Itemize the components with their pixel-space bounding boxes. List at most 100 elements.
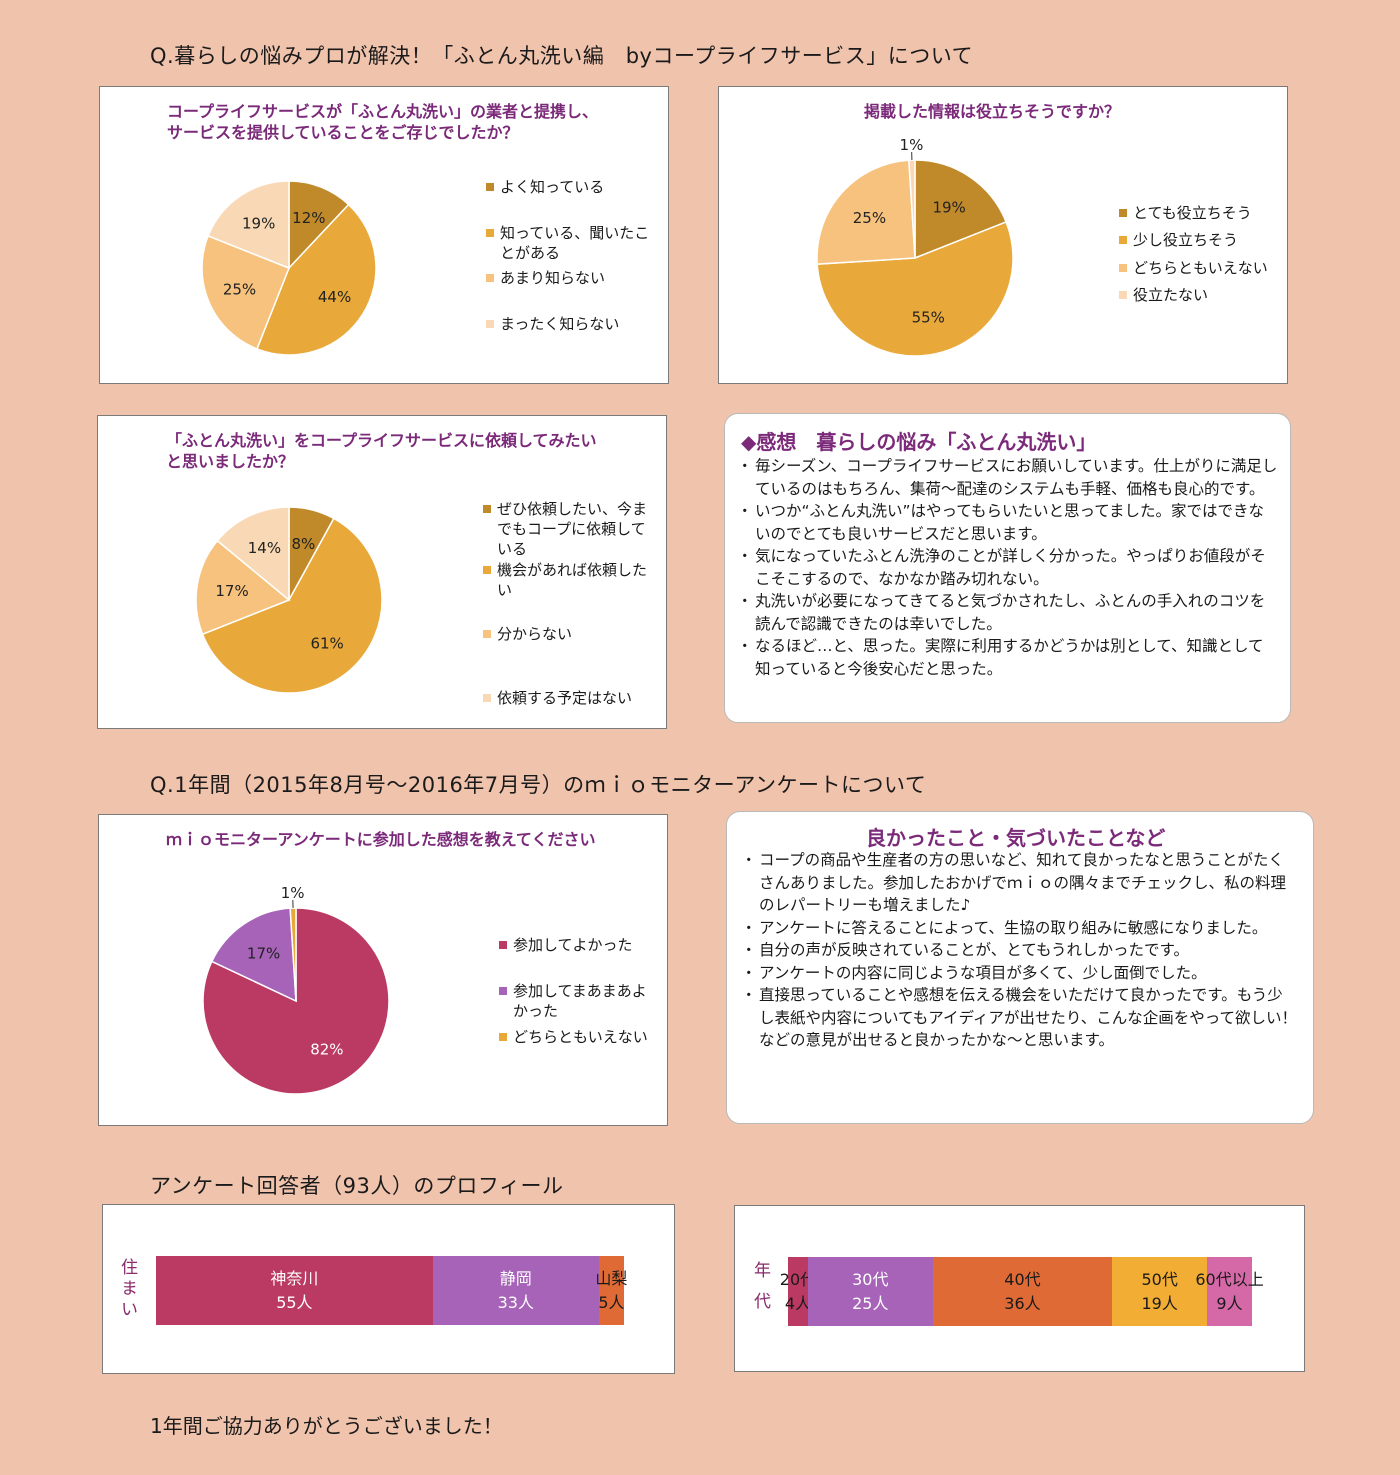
legend-label: 参加してよかった	[513, 936, 633, 954]
legend-label: 参加してまあまあよかった	[513, 982, 647, 1020]
bar-segment: 60代以上 9人	[1195, 1257, 1264, 1326]
legend-item: 参加してまあまあよかった	[499, 981, 659, 1021]
legend-swatch	[483, 694, 491, 702]
legend-swatch	[1119, 209, 1127, 217]
pie-data-label: 12%	[292, 209, 325, 227]
pie-data-label: 1%	[900, 136, 924, 154]
bar-value-label: 55人	[276, 1292, 313, 1312]
legend-item: どちらともいえない	[1119, 258, 1284, 278]
legend-label: とても役立ちそう	[1133, 204, 1252, 222]
pie-slice	[255, 203, 377, 356]
pie-title-intent: 「ふとん丸洗い」をコープライフサービスに依頼してみたいと思いましたか？	[166, 431, 597, 471]
legend-swatch	[1119, 264, 1127, 272]
comments-futon-list: 毎シーズン、コープライフサービスにお願いしています。仕上がりに満足しているのはも…	[737, 455, 1279, 680]
bar-segment: 山梨 5人	[595, 1256, 627, 1325]
comment-item: コープの商品や生産者の方の思いなど、知れて良かったなと思うことがたくさんありまし…	[741, 849, 1298, 917]
bar-value-label: 36人	[1004, 1293, 1041, 1313]
legend-swatch	[486, 320, 494, 328]
legend-item: あまり知らない	[486, 268, 661, 288]
comment-item: 自分の声が反映されていることが、とてもうれしかったです。	[741, 939, 1298, 962]
comment-item: アンケートの内容に同じような項目が多くて、少し面倒でした。	[741, 962, 1298, 985]
pie-data-label: 44%	[318, 288, 351, 306]
pie-slice	[207, 180, 290, 270]
bar-segment: 50代 19人	[1112, 1257, 1208, 1326]
legend-swatch	[486, 274, 494, 282]
pie-title-monitor: ｍｉｏモニターアンケートに参加した感想を教えてください	[166, 830, 596, 849]
legend-swatch	[486, 183, 494, 191]
legend-swatch	[499, 1033, 507, 1041]
pie-panel-usefulness: 掲載した情報は役立ちそうですか？ 19% 55% 25% 1% とても役立ちそう 少し役…	[718, 86, 1288, 384]
stacked-bar-residence: 神奈川 55人 静岡 33人 山梨 5人	[156, 1256, 627, 1325]
pie-slice	[210, 907, 297, 1003]
section-heading-monitor: Q.1年間（2015年8月号～2016年7月号）のｍｉｏモニターアンケートについ…	[150, 773, 927, 797]
legend-swatch	[499, 987, 507, 995]
legend-label: 機会があれば依頼したい	[497, 561, 648, 599]
legend-item: 参加してよかった	[499, 935, 659, 955]
legend-item: よく知っている	[486, 177, 661, 197]
pie-slice	[289, 907, 297, 1002]
pie-data-label: 17%	[215, 582, 248, 600]
legend-label: ぜひ依頼したい、今までもコープに依頼している	[497, 500, 648, 558]
bar-category-label: 神奈川	[270, 1268, 319, 1288]
pie-data-label: 82%	[310, 1041, 343, 1059]
comments-monitor-title: 良かったこと・気づいたことなど	[866, 826, 1166, 850]
comments-futon-title: ◆感想 暮らしの悩み「ふとん丸洗い」	[741, 430, 1097, 454]
legend-item: 依頼する予定はない	[483, 688, 658, 708]
comment-item: なるほど…と、思った。実際に利用するかどうかは別として、知識として知っていると今…	[737, 635, 1279, 680]
comments-monitor: 良かったこと・気づいたことなど コープの商品や生産者の方の思いなど、知れて良かっ…	[726, 811, 1314, 1124]
bar-segment: 神奈川 55人	[156, 1256, 433, 1325]
legend-item: とても役立ちそう	[1119, 203, 1284, 223]
pie-slice	[201, 517, 383, 694]
pie-slice	[914, 159, 1008, 260]
bar-value-label: 25人	[852, 1293, 889, 1313]
legend-swatch	[483, 630, 491, 638]
legend-label: 分からない	[497, 625, 573, 643]
pie-slice	[195, 539, 291, 636]
legend-label: 少し役立ちそう	[1133, 231, 1239, 249]
legend-swatch	[486, 229, 494, 237]
legend-label: 役立たない	[1133, 286, 1209, 304]
pie-chart-monitor: 82% 17% 1%	[202, 884, 390, 1095]
bar-axis-label-residence: 住まい	[117, 1258, 137, 1321]
pie-slice	[288, 180, 350, 270]
pie-data-label: 17%	[247, 944, 280, 962]
bar-value-label: 33人	[497, 1292, 534, 1312]
pie-slice	[816, 159, 916, 265]
legend-label: どちらともいえない	[513, 1028, 648, 1046]
pie-panel-intent: 「ふとん丸洗い」をコープライフサービスに依頼してみたいと思いましたか？ 8% 61…	[97, 415, 667, 729]
legend-swatch	[1119, 291, 1127, 299]
bar-panel-residence: 住まい 神奈川 55人 静岡 33人 山梨 5人	[102, 1204, 675, 1374]
pie-chart-awareness: 12% 44% 25% 19%	[201, 180, 377, 356]
bar-axis-label-age: 年代	[750, 1261, 770, 1323]
pie-data-label: 8%	[291, 535, 315, 553]
bar-segment: 30代 25人	[807, 1257, 933, 1326]
bar-value-label: 5人	[598, 1292, 625, 1312]
legend-item: まったく知らない	[486, 314, 661, 334]
pie-data-label: 14%	[248, 539, 281, 557]
comment-item: 丸洗いが必要になってきてると気づかされたし、ふとんの手入れのコツを読んで認識でき…	[737, 590, 1279, 635]
bar-category-label: 50代	[1141, 1269, 1178, 1289]
bar-category-label: 20代	[779, 1269, 817, 1289]
legend-item: 役立たない	[1119, 285, 1284, 305]
thanks-message: 1年間ご協力ありがとうございました！	[150, 1414, 503, 1438]
pie-data-label: 25%	[223, 280, 256, 298]
legend-label: 知っている、聞いたことがある	[500, 224, 650, 262]
stacked-bar-age: 20代 4人 30代 25人 40代 36人 50代 19人 60代以上 9人	[780, 1257, 1264, 1326]
pie-chart-usefulness: 19% 55% 25% 1%	[816, 136, 1014, 357]
pie-data-label: 19%	[932, 199, 965, 217]
pie-chart-intent: 8% 61% 17% 14%	[195, 506, 383, 694]
bar-value-label: 4人	[784, 1293, 812, 1313]
bar-category-label: 60代以上	[1195, 1269, 1264, 1289]
pie-data-label: 19%	[242, 214, 275, 232]
comment-item: アンケートに答えることによって、生協の取り組みに敏感になりました。	[741, 917, 1298, 940]
legend-item: 少し役立ちそう	[1119, 230, 1284, 250]
comment-item: いつか“ふとん丸洗い”はやってもらいたいと思ってました。家ではできないのでとても…	[737, 500, 1279, 545]
pie-slice	[816, 220, 1014, 357]
pie-slice	[202, 907, 390, 1095]
legend-label: あまり知らない	[500, 269, 606, 287]
comments-monitor-list: コープの商品や生産者の方の思いなど、知れて良かったなと思うことがたくさんありまし…	[741, 849, 1298, 1052]
legend-label: どちらともいえない	[1133, 259, 1268, 277]
legend-swatch	[1119, 236, 1127, 244]
bar-segment: 40代 36人	[932, 1257, 1113, 1326]
pie-data-label: 1%	[281, 884, 305, 902]
